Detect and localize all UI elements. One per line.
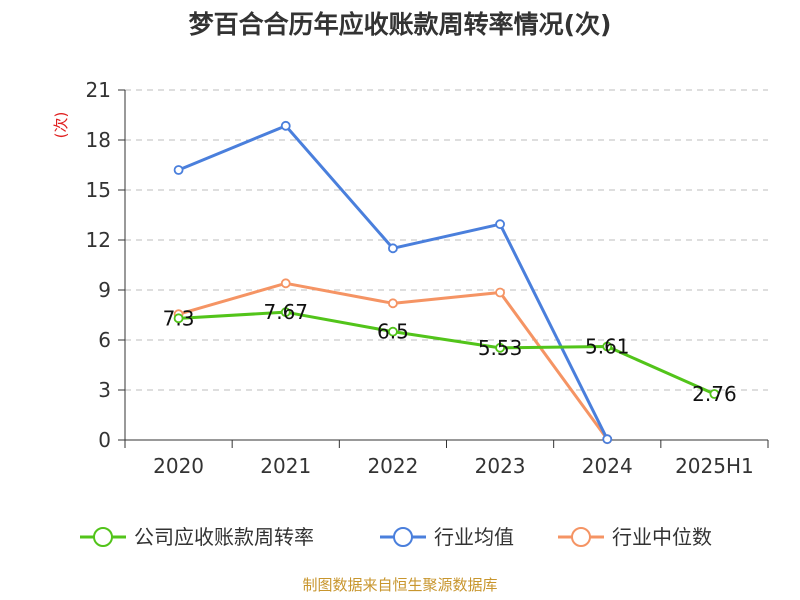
y-tick-label: 15: [86, 178, 111, 202]
data-point: [709, 389, 720, 399]
axes: 0 3 6 9 12 15 18 21 2020 2021 2022 2023 2024 2025H1: [86, 78, 769, 478]
data-point: [495, 342, 505, 353]
data-label: 6.5: [377, 320, 409, 344]
series-line-0: [177, 310, 716, 396]
data-point: [495, 219, 505, 230]
data-point: [280, 120, 291, 131]
data-point: [173, 313, 184, 324]
chart-title: 梦百合合历年应收账款周转率情况(次): [189, 10, 612, 39]
data-point: [495, 287, 505, 298]
source-note: 制图数据来自恒生聚源数据库: [302, 576, 497, 594]
series-lines: [173, 120, 720, 445]
y-tick-label: 0: [98, 428, 111, 452]
y-tick-label: 3: [98, 378, 111, 402]
legend-item-2: 行业中位数: [558, 525, 712, 549]
x-tick-label: 2023: [475, 454, 526, 478]
data-point: [388, 298, 398, 309]
legend-item-1: 行业均值: [380, 525, 514, 549]
y-tick-label: 12: [86, 228, 111, 252]
y-tick-label: 9: [98, 278, 111, 302]
data-label: 5.53: [478, 336, 523, 360]
data-point: [388, 326, 398, 337]
legend-label: 公司应收账款周转率: [134, 525, 314, 549]
data-point: [602, 434, 613, 445]
data-point: [280, 278, 291, 289]
x-tick-label: 2022: [367, 454, 418, 478]
data-point: [602, 341, 613, 352]
y-tick-label: 6: [98, 328, 111, 352]
grid-lines: [125, 89, 768, 391]
data-label: 5.61: [585, 335, 630, 359]
data-label: 7.67: [263, 300, 308, 324]
legend-marker: [93, 527, 113, 547]
x-tick-label: 2025H1: [675, 454, 754, 478]
data-point: [388, 243, 398, 254]
data-labels: 7.3 7.67 6.5 5.53 5.61 2.76: [163, 300, 737, 406]
legend: 公司应收账款周转率 行业均值 行业中位数: [80, 525, 712, 549]
x-tick-label: 2020: [153, 454, 204, 478]
legend-label: 行业均值: [434, 525, 514, 549]
y-tick-label: 21: [86, 78, 111, 102]
legend-marker: [571, 527, 591, 547]
data-point: [173, 165, 184, 175]
x-tick-label: 2021: [260, 454, 311, 478]
legend-label: 行业中位数: [612, 525, 712, 549]
series-line-1: [177, 124, 609, 441]
y-axis-unit: (次): [52, 112, 70, 139]
legend-item-0: 公司应收账款周转率: [80, 525, 314, 549]
data-point: [280, 307, 291, 318]
data-label: 7.3: [163, 306, 195, 330]
legend-marker: [393, 527, 413, 547]
data-label: 2.76: [692, 382, 737, 406]
y-tick-label: 18: [86, 128, 111, 152]
x-tick-label: 2024: [582, 454, 633, 478]
